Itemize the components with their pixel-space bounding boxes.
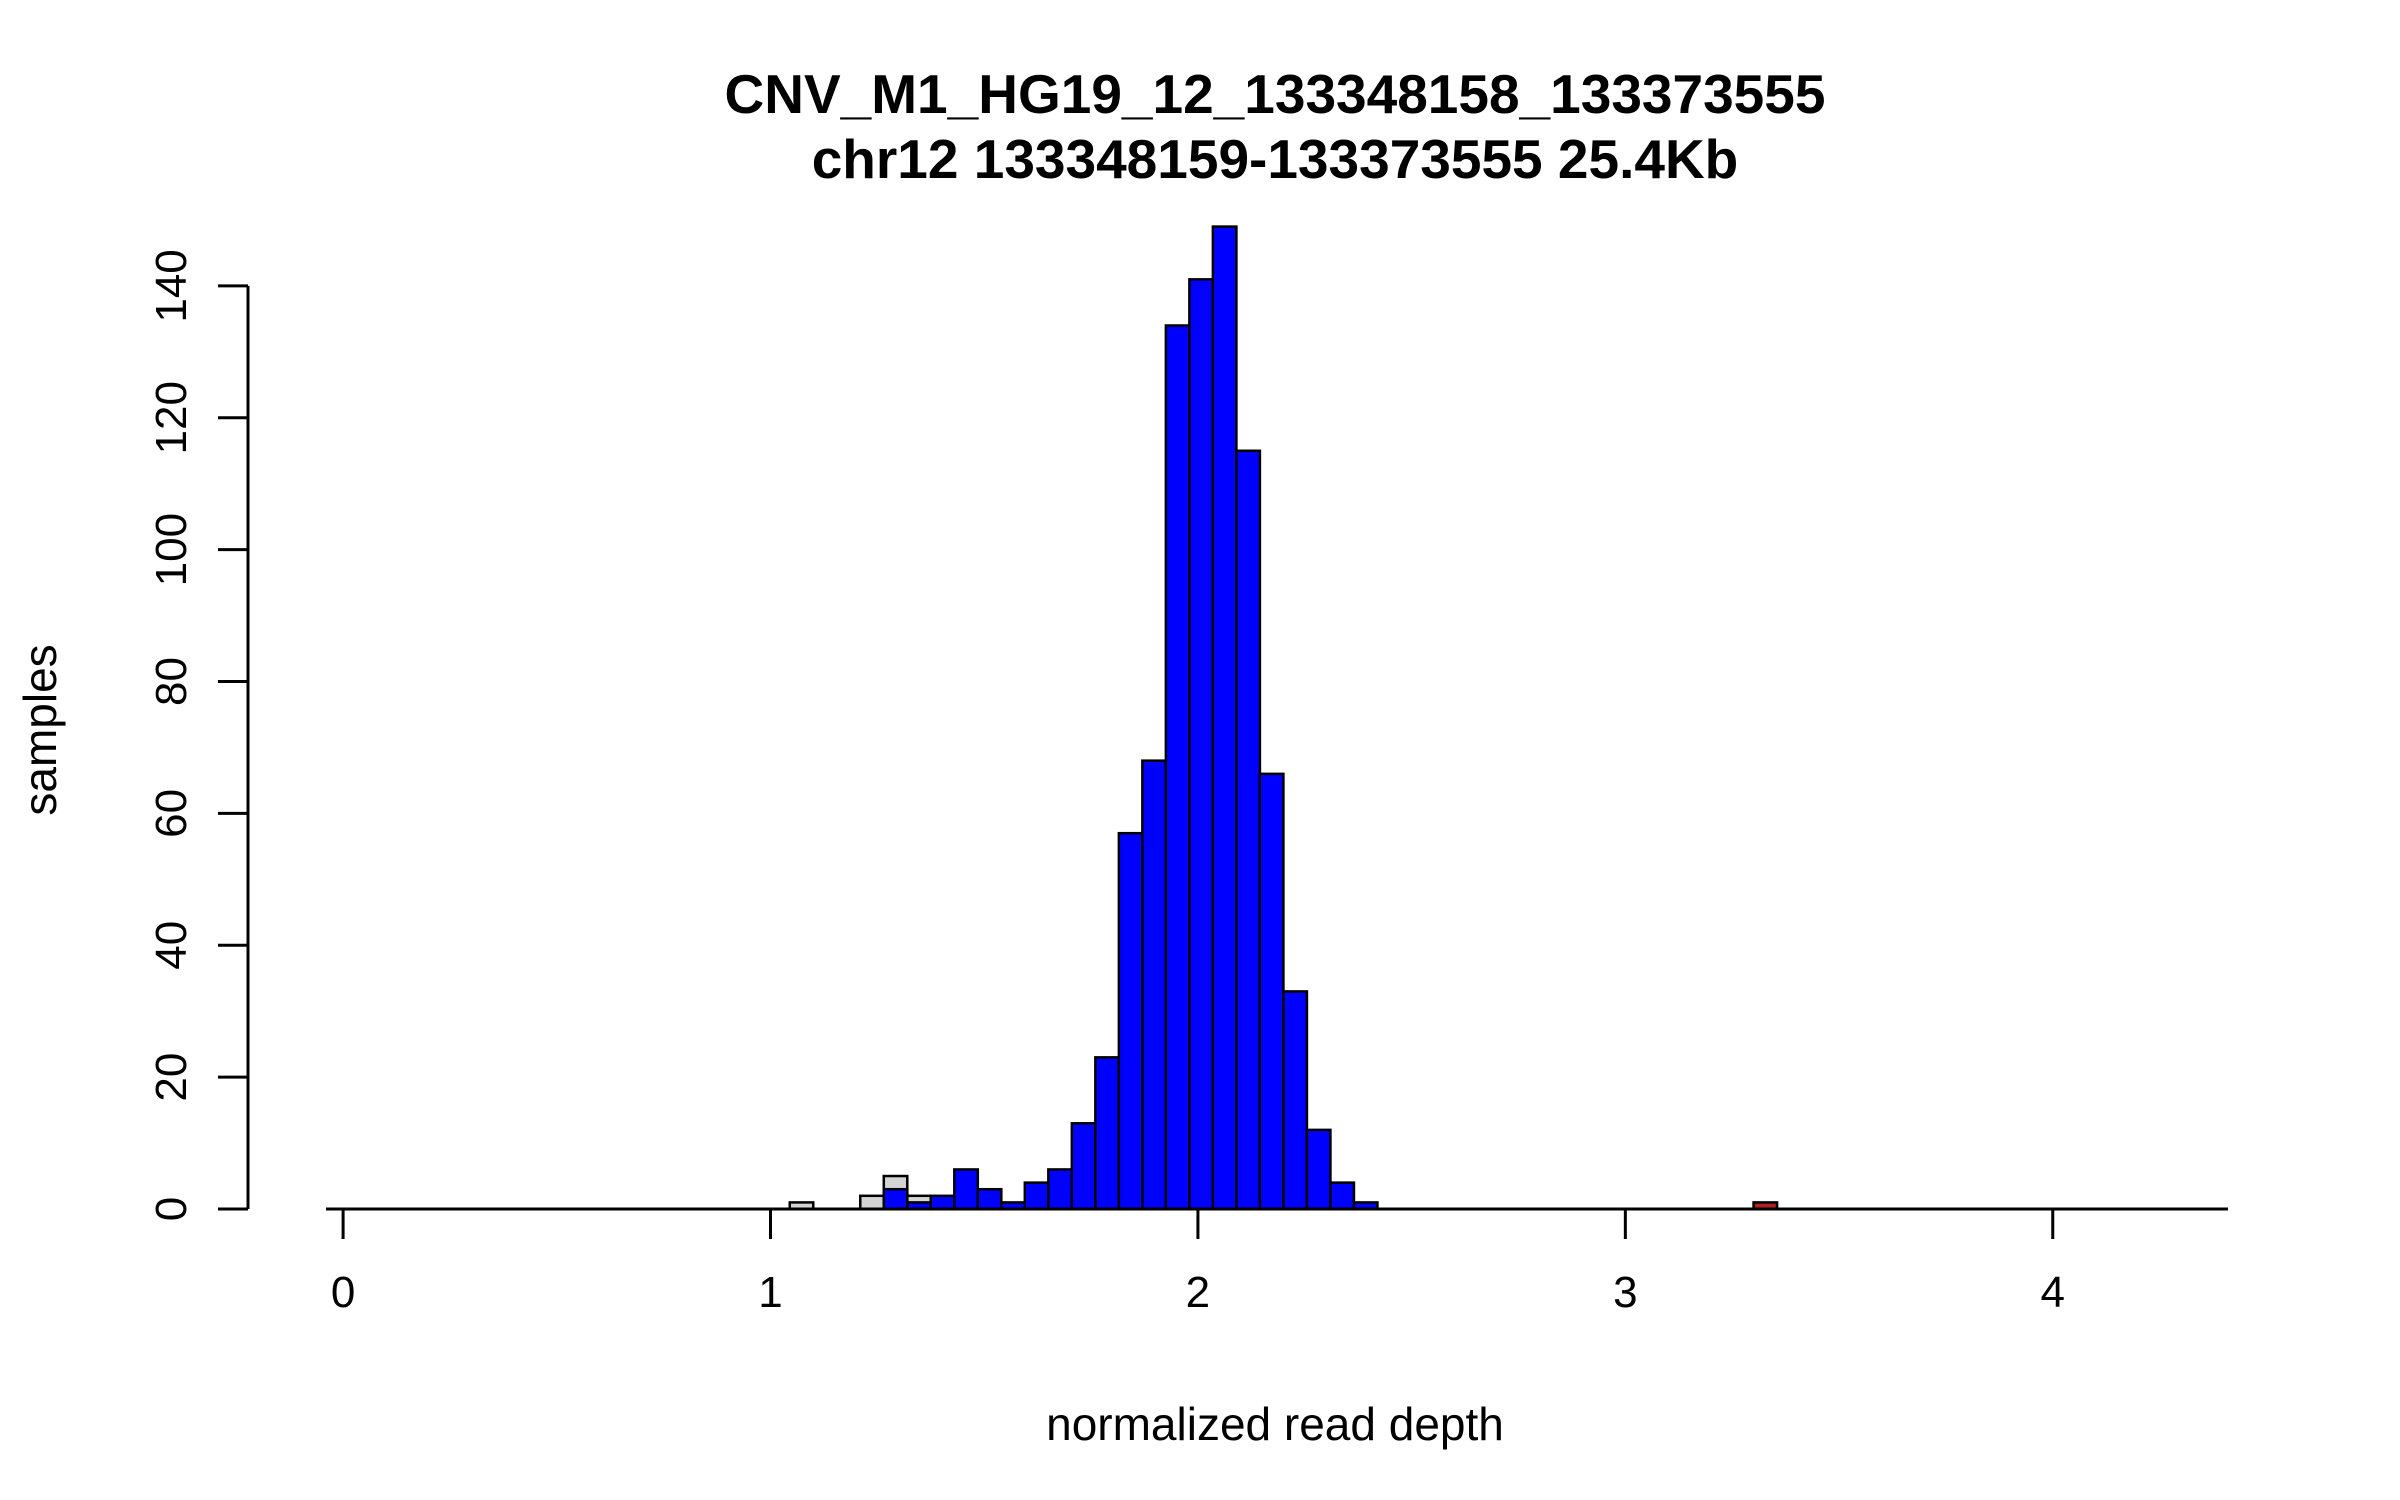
y-tick-label: 140 [147,249,196,322]
histogram-bar [1211,225,1238,1211]
chart-subtitle: chr12 133348159-133373555 25.4Kb [812,128,1739,190]
x-tick-label: 4 [2041,1268,2065,1317]
histogram-bar [953,1168,980,1211]
histogram-bar [976,1187,1003,1211]
y-axis: 0 20 40 60 80 100 120 140 [147,249,250,1221]
y-axis-title: samples [14,644,66,815]
chart-title: CNV_M1_HG19_12_133348158_133373555 [725,63,1826,125]
histogram-bar [1094,1056,1121,1211]
histogram-bar [1117,831,1144,1211]
x-tick-label: 0 [331,1268,355,1317]
histogram-bar [1282,990,1309,1211]
y-tick-label: 40 [147,921,196,970]
y-tick-label: 20 [147,1053,196,1102]
x-axis-title: normalized read depth [1046,1398,1504,1450]
histogram-bar [1070,1122,1097,1211]
y-tick-label: 100 [147,513,196,586]
histogram-bar [1235,449,1262,1211]
histogram-bar [1329,1181,1356,1211]
histogram-bar [1305,1128,1332,1211]
x-tick-label: 3 [1613,1268,1637,1317]
histogram-bar [1023,1181,1050,1211]
histogram-bar [1258,772,1285,1211]
x-tick-label: 1 [758,1268,782,1317]
histogram-bars [326,225,2228,1211]
x-axis: 0 1 2 3 4 [331,1207,2065,1317]
histogram-bar [1141,759,1168,1211]
histogram-bar [929,1194,956,1211]
histogram-bar [1188,278,1215,1211]
y-tick-label: 60 [147,789,196,838]
x-tick-label: 2 [1186,1268,1210,1317]
histogram-bar [859,1194,886,1211]
y-tick-label: 0 [147,1197,196,1221]
y-tick-label: 80 [147,657,196,706]
y-tick-label: 120 [147,381,196,454]
histogram-bar [1164,324,1191,1211]
histogram-bar [882,1187,909,1211]
histogram-bar [1047,1168,1074,1211]
